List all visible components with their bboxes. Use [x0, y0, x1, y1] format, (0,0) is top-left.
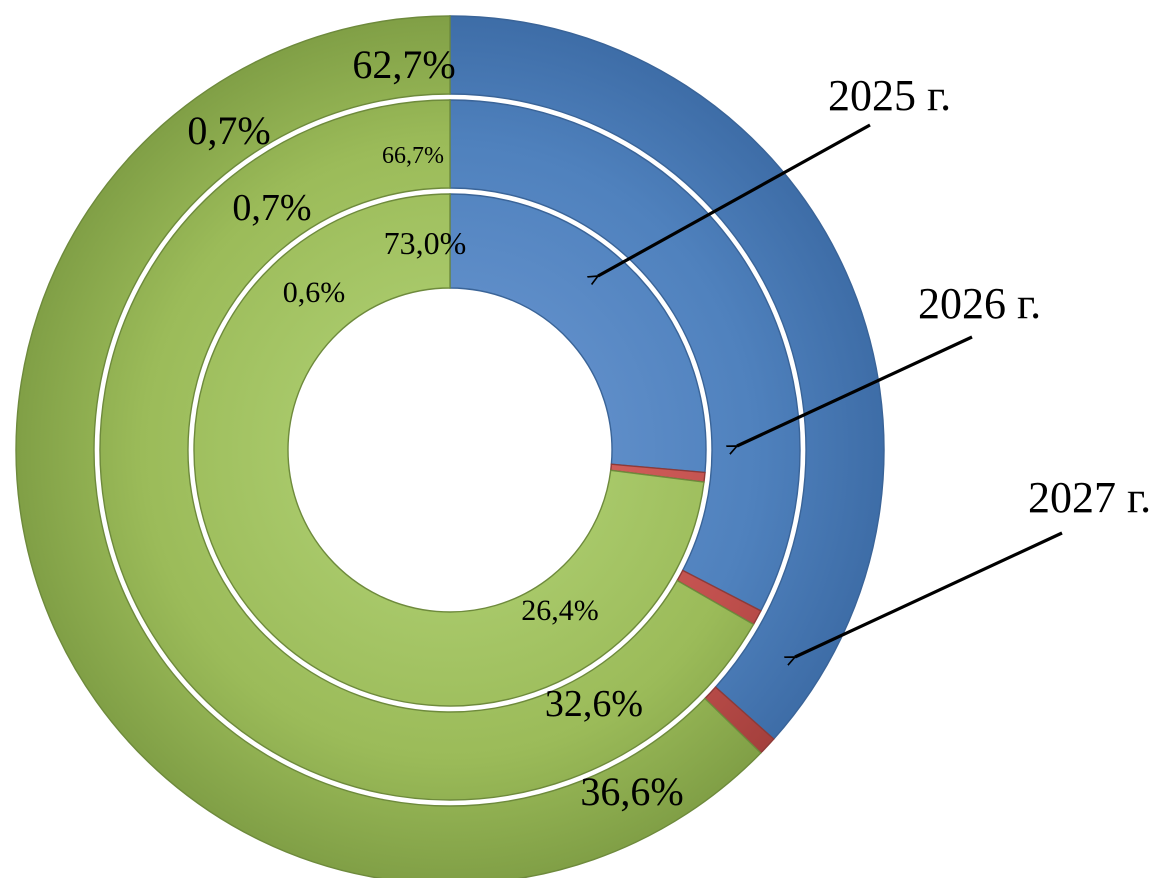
arrow-2025	[598, 123, 871, 276]
ring-1-label-3: 73,0%	[384, 225, 467, 261]
ring-3-segment-3	[15, 15, 762, 878]
label-year-2025: 2025 г.	[828, 71, 951, 120]
ring-1-segment-3	[193, 193, 705, 707]
segment-labels-group: 26,4% 0,6% 73,0% 32,6% 0,7% 66,7% 36,6% 0,7% 62,…	[187, 42, 683, 814]
ring-2-label-2: 0,7%	[232, 187, 311, 229]
ring-2	[99, 99, 801, 801]
ring-3-label-3: 62,7%	[352, 42, 455, 87]
ring-1-label-2: 0,6%	[283, 276, 346, 309]
ring-1-segment-1	[449, 193, 707, 474]
label-year-2026: 2026 г.	[918, 279, 1041, 328]
ring-2-segment-3	[99, 99, 755, 801]
ring-3-label-1: 36,6%	[580, 769, 683, 814]
ring-3-label-2: 0,7%	[187, 108, 270, 153]
ring-1	[193, 193, 707, 707]
ring-2-segment-1	[449, 99, 801, 612]
ring-3	[15, 15, 885, 878]
ring-1-label-1: 26,4%	[521, 594, 599, 627]
ring-3-segment-1	[449, 15, 885, 741]
ring-2-label-3: 66,7%	[382, 143, 444, 169]
rings-group	[15, 15, 885, 878]
year-annotations: 2025 г. 2026 г. 2027 г.	[598, 71, 1151, 657]
arrow-2027	[795, 531, 1063, 657]
arrow-2026	[737, 335, 973, 446]
ring-2-label-1: 32,6%	[545, 683, 643, 725]
label-year-2027: 2027 г.	[1028, 473, 1151, 522]
